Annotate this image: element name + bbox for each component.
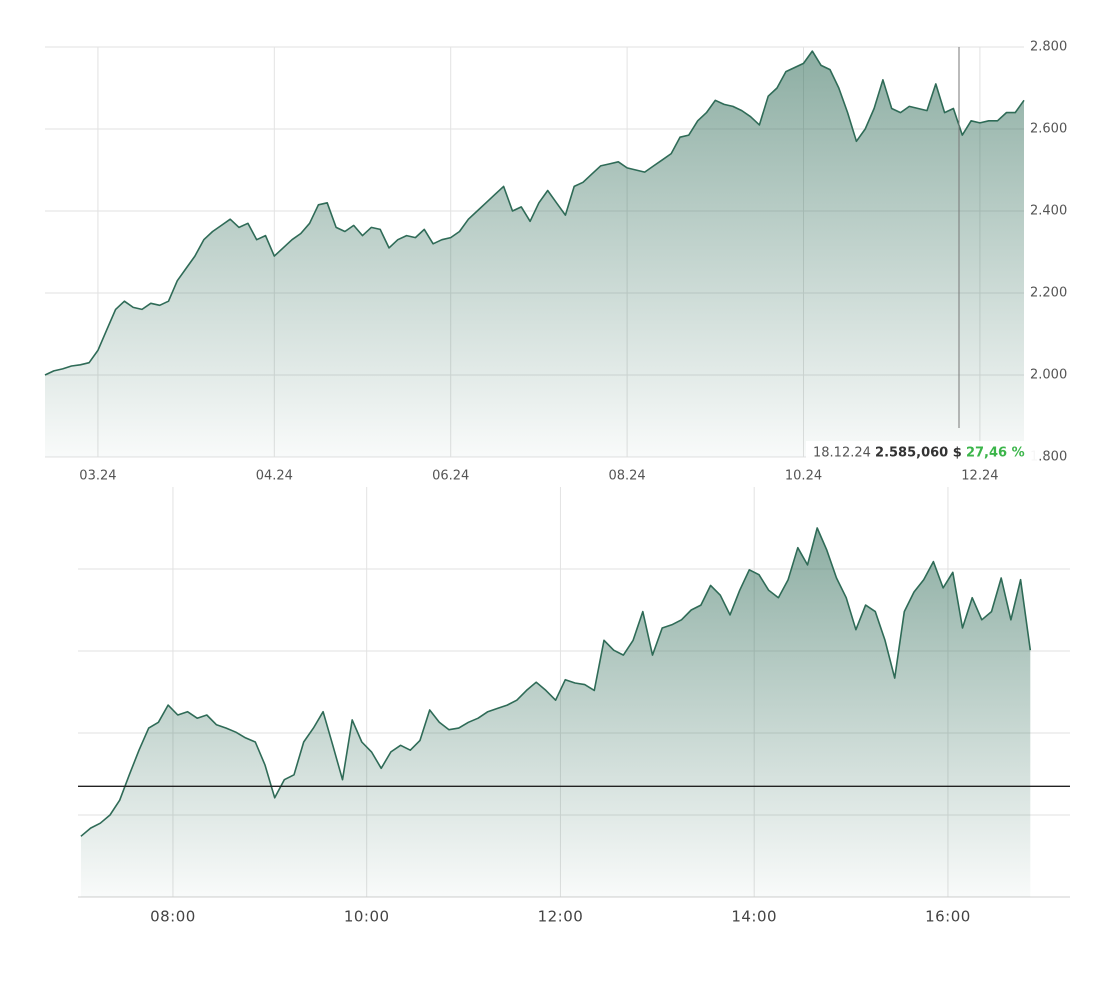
area xyxy=(45,51,1024,457)
y-tick-label: 2.000 xyxy=(1030,368,1067,383)
x-tick-label: 14:00 xyxy=(731,908,777,926)
x-tick-label: 10.24 xyxy=(785,469,822,484)
x-tick-label: 08:00 xyxy=(150,908,196,926)
x-tick-label: 06.24 xyxy=(432,469,469,484)
x-tick-label: 12:00 xyxy=(538,908,584,926)
line xyxy=(80,527,1032,837)
x-tick-label: 12.24 xyxy=(961,469,998,484)
y-tick-label: 2.600 xyxy=(1030,122,1067,137)
line xyxy=(44,50,1025,376)
x-tick-label: 10:00 xyxy=(344,908,390,926)
tooltip-date: 18.12.24 xyxy=(813,445,871,460)
tooltip: 18.12.24 2.585,060 $ 27,46 % xyxy=(813,445,1025,460)
y-tick-label: 2.800 xyxy=(1030,40,1067,55)
y-tick-label: 2.200 xyxy=(1030,286,1067,301)
tooltip-box xyxy=(806,441,1038,464)
tooltip-price: 2.585,060 $ xyxy=(875,445,962,460)
x-tick-label: 04.24 xyxy=(256,469,293,484)
x-tick-label: 08.24 xyxy=(608,469,645,484)
y-tick-label: 2.400 xyxy=(1030,204,1067,219)
x-tick-label: 16:00 xyxy=(925,908,971,926)
y-tick-label: 1.800 xyxy=(1030,450,1067,465)
plots: 1.800 2.000 2.200 2.400 2.600 2.800 03.24 04.24… xyxy=(44,40,1070,926)
area xyxy=(80,528,1031,897)
x-tick-label: 03.24 xyxy=(79,469,116,484)
tooltip-change: 27,46 % xyxy=(966,445,1025,460)
